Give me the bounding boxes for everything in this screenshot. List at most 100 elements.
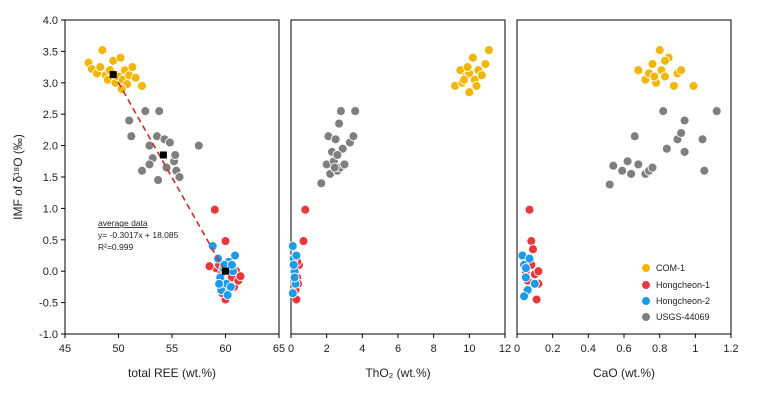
y-axis-title: IMF of δ¹⁸O (‰) [11, 134, 25, 220]
fit-annotation: average data y= -0.3017x + 18.085 R²=0.9… [98, 218, 179, 252]
point-hongcheon-2 [287, 288, 298, 299]
point-hongcheon-1 [204, 261, 215, 272]
average-point [159, 151, 167, 159]
point-hongcheon-2 [214, 278, 225, 289]
point-com-1 [660, 55, 670, 66]
point-usgs-44069 [647, 162, 658, 173]
point-hongcheon-1 [235, 271, 246, 282]
point-com-1 [660, 71, 670, 82]
x-tick-label: 4 [359, 343, 365, 355]
point-usgs-44069 [316, 178, 327, 189]
point-com-1 [676, 65, 687, 76]
legend-item-hongcheon-1: Hongcheon-1 [641, 280, 710, 290]
panel-cao: 0 0.2 0.4 0.6 0.8 1 1.2 CaO (wt.%) [514, 19, 739, 380]
x-tick-label: 0.4 [581, 343, 596, 355]
x-tick-label: 50 [112, 343, 124, 355]
point-hongcheon-2 [226, 259, 237, 270]
point-hongcheon-2 [529, 278, 540, 289]
point-usgs-44069 [332, 150, 343, 160]
point-usgs-44069 [174, 172, 185, 182]
y-tick-label: 4.0 [43, 15, 58, 27]
point-usgs-44069 [334, 118, 345, 129]
point-usgs-44069 [348, 131, 359, 142]
x-tick-label: 0 [514, 343, 520, 355]
legend-marker [641, 312, 651, 322]
x-tick-label: 0 [288, 343, 294, 355]
panel-tho2: 0 2 4 6 8 10 12 ThO₂ (wt.%) [287, 19, 511, 380]
point-hongcheon-1 [533, 266, 544, 277]
average-point [109, 71, 117, 79]
point-com-1 [647, 59, 658, 69]
point-com-1 [97, 45, 108, 56]
point-usgs-44069 [604, 179, 615, 190]
point-hongcheon-2 [288, 259, 299, 270]
point-usgs-44069 [124, 115, 135, 126]
point-usgs-44069 [329, 162, 340, 173]
point-usgs-44069 [626, 168, 637, 179]
point-com-1 [467, 52, 478, 63]
point-hongcheon-2 [225, 281, 236, 292]
annotation-r2: R²=0.999 [98, 242, 133, 252]
y-tick-label: 3.0 [43, 78, 58, 90]
x-tick-label: 65 [273, 343, 285, 355]
x-axis-title: ThO₂ (wt.%) [365, 366, 430, 380]
point-hongcheon-1 [531, 294, 542, 305]
x-tick-label: 12 [499, 343, 511, 355]
y-tick-label: 2.0 [43, 141, 58, 153]
point-usgs-44069 [144, 159, 155, 170]
point-hongcheon-2 [519, 291, 530, 302]
point-usgs-44069 [144, 140, 155, 151]
y-tick-label: 1.5 [43, 172, 58, 184]
point-com-1 [649, 71, 660, 82]
point-usgs-44069 [658, 106, 669, 117]
point-usgs-44069 [633, 159, 644, 170]
point-usgs-44069 [337, 143, 348, 154]
y-tick-label: -0.5 [39, 298, 58, 310]
point-com-1 [483, 45, 494, 56]
point-hongcheon-1 [298, 236, 309, 247]
legend: COM-1 Hongcheon-1 Hongcheon-2 USGS-44069 [641, 263, 710, 322]
point-hongcheon-1 [524, 204, 535, 215]
legend-item-com-1: COM-1 [641, 263, 685, 273]
point-hongcheon-1 [526, 236, 537, 247]
point-hongcheon-1 [528, 244, 538, 255]
point-hongcheon-2 [520, 272, 531, 283]
point-usgs-44069 [679, 146, 690, 157]
point-com-1 [127, 62, 138, 73]
legend-item-usgs-44069: USGS-44069 [641, 312, 710, 322]
point-usgs-44069 [154, 106, 165, 117]
point-com-1 [480, 59, 491, 69]
point-usgs-44069 [676, 128, 687, 138]
point-com-1 [462, 62, 473, 73]
point-com-1 [476, 70, 487, 81]
x-ticks: 0 0.2 0.4 0.6 0.8 1 1.2 [514, 334, 739, 355]
y-ticks: -1.0 -0.5 0.0 0.5 1.0 1.5 2.0 2.5 3.0 3.5 4.0 [39, 15, 65, 341]
x-axis-title: CaO (wt.%) [593, 366, 655, 380]
point-com-1 [137, 80, 147, 91]
annotation-equation: y= -0.3017x + 18.085 [98, 230, 179, 240]
panel-total-ree: 45 50 55 60 65 total REE (wt.%) [59, 19, 285, 380]
point-usgs-44069 [170, 150, 181, 160]
point-usgs-44069 [699, 165, 710, 176]
y-tick-label: 1.0 [43, 203, 58, 215]
point-usgs-44069 [679, 115, 690, 126]
point-usgs-44069 [193, 140, 204, 151]
point-hongcheon-2 [222, 290, 233, 301]
point-usgs-44069 [661, 143, 672, 154]
legend-label: Hongcheon-2 [656, 296, 710, 306]
regression-line [112, 72, 227, 273]
x-tick-label: 0.2 [545, 343, 560, 355]
point-usgs-44069 [339, 159, 350, 170]
point-com-1 [633, 65, 644, 76]
point-usgs-44069 [697, 134, 708, 145]
point-usgs-44069 [622, 156, 633, 167]
point-hongcheon-1 [220, 236, 231, 247]
x-tick-label: 45 [59, 343, 71, 355]
point-usgs-44069 [330, 134, 341, 145]
point-hongcheon-2 [524, 253, 535, 264]
point-usgs-44069 [335, 106, 346, 117]
point-hongcheon-1 [300, 204, 311, 215]
legend-marker [641, 263, 651, 273]
